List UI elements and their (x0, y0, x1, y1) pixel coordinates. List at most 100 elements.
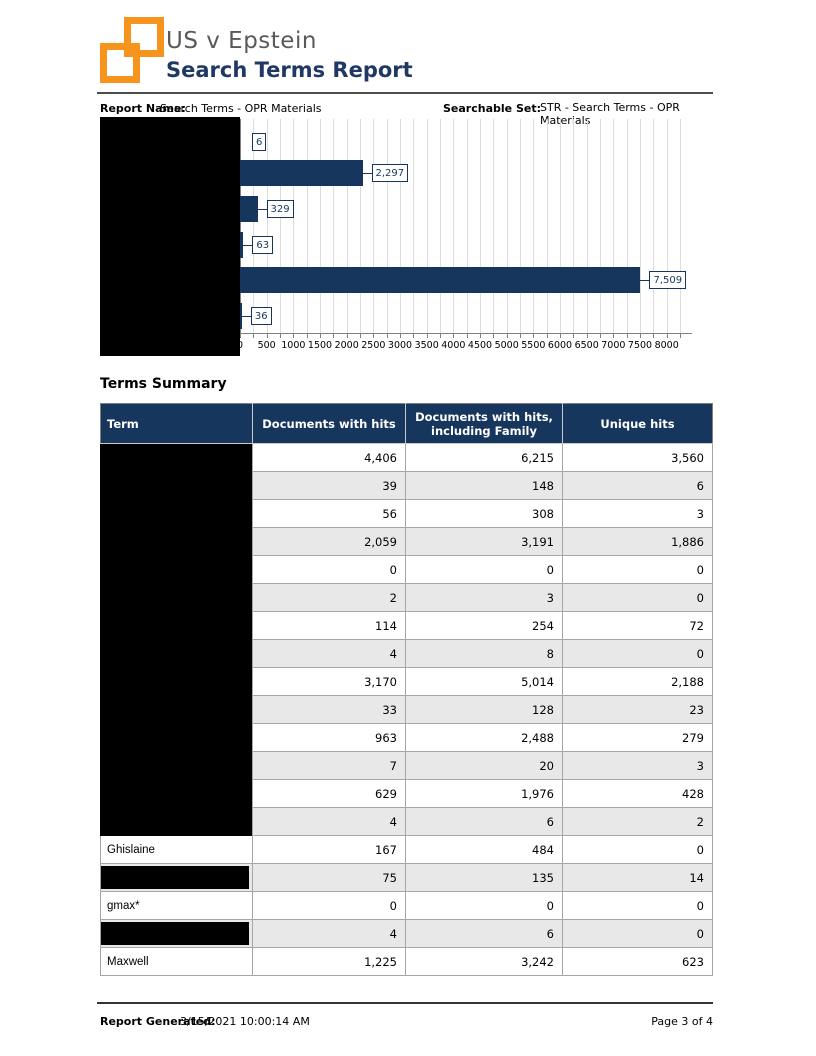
chart-bar (240, 196, 258, 222)
chart-gridline (266, 119, 268, 333)
chart-gridline (506, 119, 508, 333)
chart-x-tick (266, 334, 268, 338)
chart-gridline (253, 119, 255, 333)
docs-with-hits-cell: 4 (252, 639, 406, 668)
case-title: US v Epstein (166, 28, 317, 54)
chart-label-connector (241, 316, 251, 317)
chart-gridline (546, 119, 548, 333)
chart-x-tick-label: 4000 (441, 340, 466, 351)
docs-with-hits-cell: 75 (252, 863, 406, 892)
chart-x-tick (426, 334, 428, 338)
chart-x-tick-label: 4500 (467, 340, 493, 351)
unique-hits-cell: 6 (562, 471, 713, 500)
chart-x-tick-label: 8000 (654, 340, 679, 351)
header-divider (97, 92, 713, 94)
chart-x-tick (626, 334, 628, 338)
chart-label-connector (257, 209, 267, 210)
chart-x-tick (453, 334, 455, 338)
chart-gridline (586, 119, 588, 333)
chart-x-tick (666, 334, 668, 338)
chart-gridline (440, 119, 441, 333)
table-row: gmax* 0 0 0 (100, 891, 713, 920)
docs-with-hits-family-cell: 484 (405, 835, 563, 864)
chart-bar (240, 267, 641, 293)
chart-bar-value-label: 36 (250, 307, 272, 325)
chart-gridline (333, 119, 335, 333)
chart-x-tick (640, 334, 641, 338)
chart-x-tick (573, 334, 575, 338)
docs-with-hits-family-cell: 3 (405, 583, 563, 612)
docs-with-hits-cell: 4 (252, 919, 406, 948)
chart-x-tick-label: 7500 (627, 340, 653, 351)
chart-gridline (280, 119, 281, 333)
chart-x-tick (506, 334, 508, 338)
docs-with-hits-family-cell: 1,976 (405, 779, 563, 808)
terms-summary-table-wrap: Term Documents with hits Documents with … (100, 403, 713, 976)
unique-hits-cell: 0 (562, 919, 713, 948)
term-cell (100, 863, 253, 892)
docs-with-hits-cell: 1,225 (252, 947, 406, 976)
table-header-row: Term Documents with hits Documents with … (100, 403, 713, 444)
chart-x-axis-line (238, 333, 692, 334)
chart-gridline (573, 119, 575, 333)
docs-with-hits-cell: 2,059 (252, 527, 406, 556)
docs-with-hits-family-cell: 6 (405, 807, 563, 836)
docs-with-hits-family-cell: 3,242 (405, 947, 563, 976)
term-redaction-box (101, 922, 249, 945)
chart-x-tick-label: 500 (257, 340, 276, 351)
chart-x-tick (293, 334, 295, 338)
docs-with-hits-family-cell: 2,488 (405, 723, 563, 752)
chart-x-tick (653, 334, 655, 338)
chart-x-tick-label: 5000 (494, 340, 519, 351)
chart-gridline (600, 119, 601, 333)
unique-hits-cell: 428 (562, 779, 713, 808)
chart-x-tick (613, 334, 615, 338)
term-cell: Ghislaine (100, 835, 253, 864)
unique-hits-cell: 23 (562, 695, 713, 724)
column-header-docs-with-hits: Documents with hits (252, 403, 406, 444)
docs-with-hits-family-cell: 20 (405, 751, 563, 780)
chart-gridline (320, 119, 321, 333)
logo-square-top-icon (124, 17, 164, 57)
term-cell: Maxwell (100, 947, 253, 976)
chart-x-tick (533, 334, 535, 338)
chart-bar-value-label: 7,509 (649, 271, 687, 289)
term-redaction-box (101, 866, 249, 889)
chart-gridline (533, 119, 535, 333)
docs-with-hits-family-cell: 8 (405, 639, 563, 668)
chart-x-tick (360, 334, 361, 338)
docs-with-hits-family-cell: 0 (405, 555, 563, 584)
docs-with-hits-family-cell: 6 (405, 919, 563, 948)
chart-bar-value-label: 329 (266, 200, 294, 218)
chart-gridline (293, 119, 295, 333)
docs-with-hits-cell: 3,170 (252, 667, 406, 696)
chart-x-tick (253, 334, 255, 338)
chart-x-tick (560, 334, 561, 338)
table-row: 75 135 14 (100, 863, 713, 892)
chart-gridline (373, 119, 375, 333)
page-number: Page 3 of 4 (651, 1015, 713, 1028)
chart-bar-value-label: 63 (252, 236, 274, 254)
chart-y-axis-line (240, 119, 241, 334)
docs-with-hits-cell: 167 (252, 835, 406, 864)
chart-x-tick (493, 334, 495, 338)
unique-hits-cell: 1,886 (562, 527, 713, 556)
report-name-label: Report Name: (100, 102, 186, 115)
unique-hits-cell: 0 (562, 583, 713, 612)
unique-hits-cell: 279 (562, 723, 713, 752)
report-generated-value: 3/15/2021 10:00:14 AM (180, 1015, 310, 1028)
docs-with-hits-family-cell: 128 (405, 695, 563, 724)
chart-x-tick-label: 5500 (521, 340, 546, 351)
column-header-term: Term (100, 403, 253, 444)
chart-x-tick-label: 3000 (387, 340, 413, 351)
chart-gridline (400, 119, 401, 333)
column-header-unique-hits: Unique hits (562, 403, 713, 444)
chart-gridline (520, 119, 521, 333)
chart-x-tick (480, 334, 481, 338)
docs-with-hits-family-cell: 6,215 (405, 443, 563, 472)
docs-with-hits-cell: 4,406 (252, 443, 406, 472)
chart-gridline (386, 119, 388, 333)
term-cell: gmax* (100, 891, 253, 920)
table-row: Maxwell 1,225 3,242 623 (100, 947, 713, 976)
